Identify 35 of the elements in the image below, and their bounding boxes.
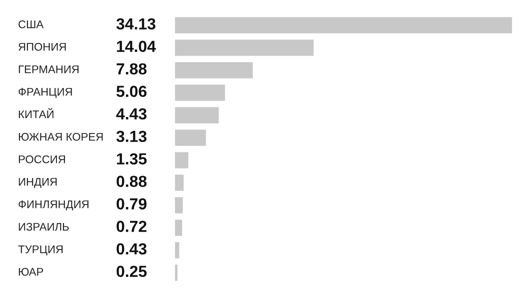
y-tick-label: ФРАНЦИЯ bbox=[18, 88, 72, 98]
bar bbox=[175, 174, 184, 191]
data-label: 0.25 bbox=[116, 266, 147, 278]
data-label: 1.35 bbox=[117, 153, 147, 165]
data-label: 34.13 bbox=[116, 18, 156, 30]
data-label: 5.06 bbox=[116, 86, 147, 98]
data-label: 7.88 bbox=[116, 63, 147, 75]
bar bbox=[175, 152, 188, 168]
y-tick-label: ИЗРАИЛЬ bbox=[18, 222, 69, 231]
data-label: 4.43 bbox=[116, 108, 147, 120]
bar bbox=[175, 84, 225, 101]
data-label: 0.72 bbox=[116, 220, 146, 232]
y-tick-label: ТУРЦИЯ bbox=[18, 245, 63, 256]
bar bbox=[175, 17, 512, 34]
y-tick-label: КИТАЙ bbox=[18, 108, 54, 118]
data-label: 3.13 bbox=[116, 130, 147, 142]
bar bbox=[175, 220, 182, 236]
y-tick-label: ЮАР bbox=[18, 268, 44, 276]
bar bbox=[175, 130, 206, 146]
y-tick-label: ФИНЛЯНДИЯ bbox=[18, 200, 88, 210]
bar bbox=[175, 107, 219, 124]
bar bbox=[175, 242, 180, 258]
data-label: 14.04 bbox=[117, 40, 156, 52]
y-tick-label: США bbox=[18, 20, 44, 28]
bar bbox=[175, 197, 183, 214]
y-tick-label: РОССИЯ bbox=[18, 155, 65, 164]
data-label: 0.88 bbox=[116, 176, 147, 188]
y-tick-label: ГЕРМАНИЯ bbox=[18, 65, 79, 74]
y-tick-label: ЯПОНИЯ bbox=[18, 42, 66, 51]
bar bbox=[175, 40, 314, 56]
bar bbox=[175, 62, 253, 78]
y-tick-label: ИНДИЯ bbox=[18, 178, 57, 188]
data-label: 0.43 bbox=[116, 243, 147, 255]
y-tick-label: ЮЖНАЯ КОРЕЯ bbox=[18, 132, 103, 141]
data-label: 0.79 bbox=[116, 198, 146, 210]
